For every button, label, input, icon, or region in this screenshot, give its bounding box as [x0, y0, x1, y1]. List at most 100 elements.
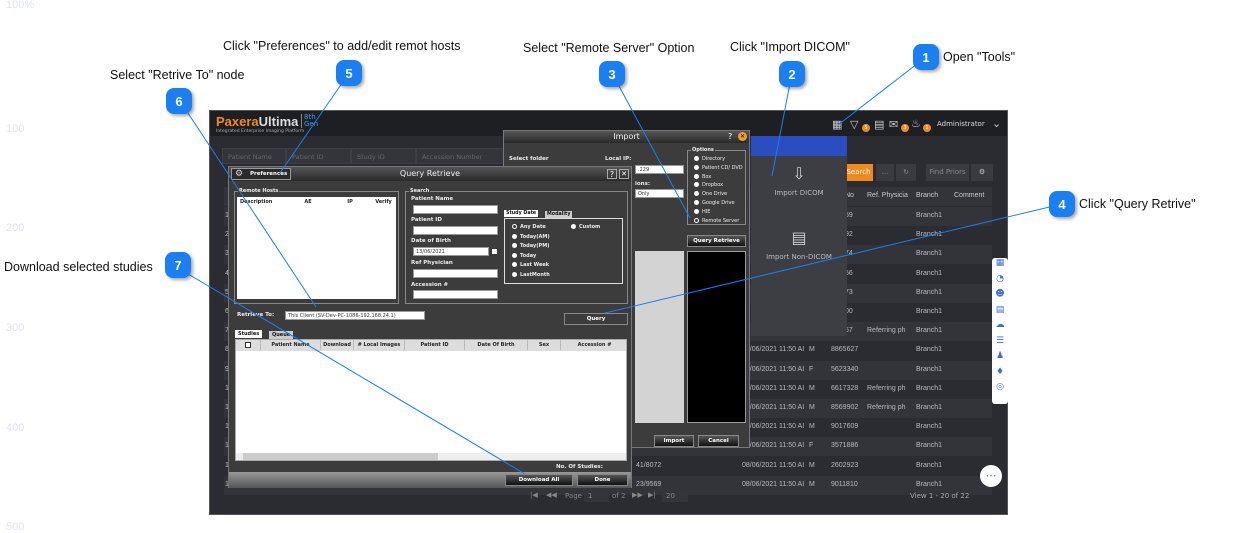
dob-checkbox[interactable]: [492, 249, 497, 254]
option-radio[interactable]: Patient CD/ DVD: [694, 164, 743, 171]
chat-icon[interactable]: ⋯: [980, 465, 1002, 487]
accession-search[interactable]: Accession Number: [416, 148, 504, 164]
col-branch[interactable]: Branch: [916, 192, 939, 199]
microphone-icon[interactable]: ♦: [995, 366, 1005, 377]
option-radio[interactable]: Box: [694, 173, 711, 180]
option-radio[interactable]: HIE: [694, 208, 710, 215]
date-option-radio[interactable]: Any Date: [512, 224, 546, 230]
next-page-icon[interactable]: ▶▶: [632, 491, 643, 499]
col-no[interactable]: No: [845, 192, 854, 199]
database-icon[interactable]: ☰: [995, 335, 1005, 346]
download-all-button[interactable]: Download All: [505, 474, 573, 486]
col-accession[interactable]: Accession #: [577, 342, 612, 348]
tab-study-date[interactable]: Study Date: [504, 210, 539, 217]
last-page-icon[interactable]: ▶|: [648, 491, 656, 499]
select-all-checkbox[interactable]: [236, 340, 261, 350]
col-local-images[interactable]: # Local Images: [354, 340, 405, 350]
radio-icon: [571, 224, 576, 229]
document-icon[interactable]: ▤: [995, 304, 1005, 315]
user-menu[interactable]: Administrator: [937, 120, 985, 128]
tab-studies[interactable]: Studies: [235, 330, 263, 338]
col-patient-id[interactable]: Patient ID: [405, 340, 465, 350]
find-priors-button[interactable]: Find Priors: [926, 164, 969, 181]
dashboard-icon[interactable]: ▦: [995, 258, 1005, 268]
import-button[interactable]: Import: [654, 435, 694, 447]
import-non-dicom-item[interactable]: ▤ Import Non-DICOM: [751, 228, 847, 280]
help-icon[interactable]: ?: [607, 169, 617, 179]
col-sex[interactable]: Sex: [528, 340, 561, 350]
close-icon[interactable]: ✕: [738, 132, 747, 141]
option-radio[interactable]: Google Drive: [694, 200, 735, 206]
branch-cell: Branch1: [916, 231, 943, 239]
col-comment[interactable]: Comment: [954, 192, 985, 199]
date-option-radio[interactable]: Custom: [571, 224, 600, 230]
tab-queue[interactable]: Queue: [269, 331, 294, 339]
user-icon[interactable]: ☻: [995, 289, 1005, 299]
tab-modality[interactable]: Modality: [545, 211, 573, 218]
col-download[interactable]: Download: [321, 340, 354, 350]
col-dob[interactable]: Date Of Birth: [465, 340, 528, 350]
users-icon[interactable]: ♟: [995, 351, 1005, 361]
date-option-radio[interactable]: Today(PM): [512, 243, 549, 249]
more-button[interactable]: ...: [876, 164, 894, 181]
search-button[interactable]: Search: [844, 164, 873, 181]
option-radio[interactable]: One Drive: [694, 191, 727, 197]
close-icon[interactable]: ✕: [619, 169, 629, 179]
col-ref-physician[interactable]: Ref. Physicia: [867, 192, 908, 199]
gauge-icon[interactable]: ◔: [996, 273, 1004, 284]
date-option-radio[interactable]: Last Week: [512, 262, 549, 268]
cloud-icon[interactable]: ☁: [995, 320, 1005, 330]
patient-name-input[interactable]: [413, 205, 498, 214]
mail-icon[interactable]: ✉: [889, 118, 899, 131]
patient-id-search[interactable]: Patient ID: [286, 148, 351, 164]
query-retrieve-button[interactable]: Query Retrieve: [687, 235, 746, 247]
server-icon: ▤: [791, 228, 807, 247]
sex-cell: M: [809, 384, 815, 392]
date-option-radio[interactable]: LastMonth: [512, 272, 550, 278]
cancel-button[interactable]: Cancel: [698, 435, 739, 447]
globe-icon[interactable]: ◎: [996, 382, 1004, 392]
date-option-radio[interactable]: Today(AM): [512, 233, 550, 240]
refresh-icon[interactable]: ↻: [896, 164, 916, 181]
page-input[interactable]: 1: [584, 490, 609, 502]
col-patient-name[interactable]: Patient Name: [261, 340, 321, 350]
filter-icon[interactable]: ▽: [850, 118, 859, 131]
sex-cell: M: [809, 423, 815, 431]
tools-grid-icon[interactable]: ▦: [832, 118, 843, 131]
import-dicom-label: Import DICOM: [774, 189, 824, 197]
option-radio[interactable]: Dropbox: [694, 182, 723, 188]
study-id-search[interactable]: Study ID: [351, 148, 416, 164]
chevron-down-icon[interactable]: ⌄: [992, 117, 1002, 130]
settings-icon[interactable]: ⚙: [971, 164, 993, 181]
accession-input[interactable]: [413, 290, 498, 299]
dob-input[interactable]: 13/06/2021: [413, 247, 489, 256]
ref-physician-input[interactable]: [413, 269, 498, 278]
remote-hosts-table[interactable]: Description AE IP Verify: [237, 197, 396, 299]
import-dicom-item[interactable]: ⇩ Import DICOM: [751, 164, 847, 216]
logo-gen: 8th Gen: [301, 114, 318, 128]
studies-table-header: Patient Name Download # Local Images Pat…: [236, 340, 626, 351]
option-radio[interactable]: Remote Server: [694, 217, 739, 224]
patient-name-search[interactable]: Patient Name: [222, 148, 286, 164]
patient-id-label: Patient ID: [411, 217, 442, 223]
patient-no-cell: 5623340: [831, 365, 859, 373]
horizontal-scrollbar[interactable]: [236, 453, 626, 460]
first-page-icon[interactable]: |◀: [530, 491, 538, 499]
date-option-radio[interactable]: Today: [512, 252, 536, 259]
prev-page-icon[interactable]: ◀◀: [546, 491, 557, 499]
option-radio[interactable]: Directory: [694, 156, 725, 162]
options-select[interactable]: Only: [635, 189, 684, 198]
query-button[interactable]: Query: [564, 313, 628, 325]
inbox-icon[interactable]: ▤: [874, 118, 885, 131]
studies-table[interactable]: Patient Name Download # Local Images Pat…: [235, 339, 627, 461]
radio-icon: [694, 191, 699, 197]
annotation-badge-6: 6: [166, 88, 192, 114]
local-ip-select[interactable]: .229: [635, 165, 684, 174]
retrieve-to-select[interactable]: This Client (SV-Dev-PC-1086-192.168.24.1…: [285, 311, 425, 320]
bell-icon[interactable]: ♨: [911, 117, 921, 130]
page-size-select[interactable]: 20: [662, 490, 688, 502]
tools-menu: ⇩ Import DICOM ▤ Import Non-DICOM: [751, 136, 847, 336]
help-icon[interactable]: ?: [728, 132, 733, 141]
done-button[interactable]: Done: [577, 474, 628, 486]
patient-id-input[interactable]: [413, 226, 498, 235]
